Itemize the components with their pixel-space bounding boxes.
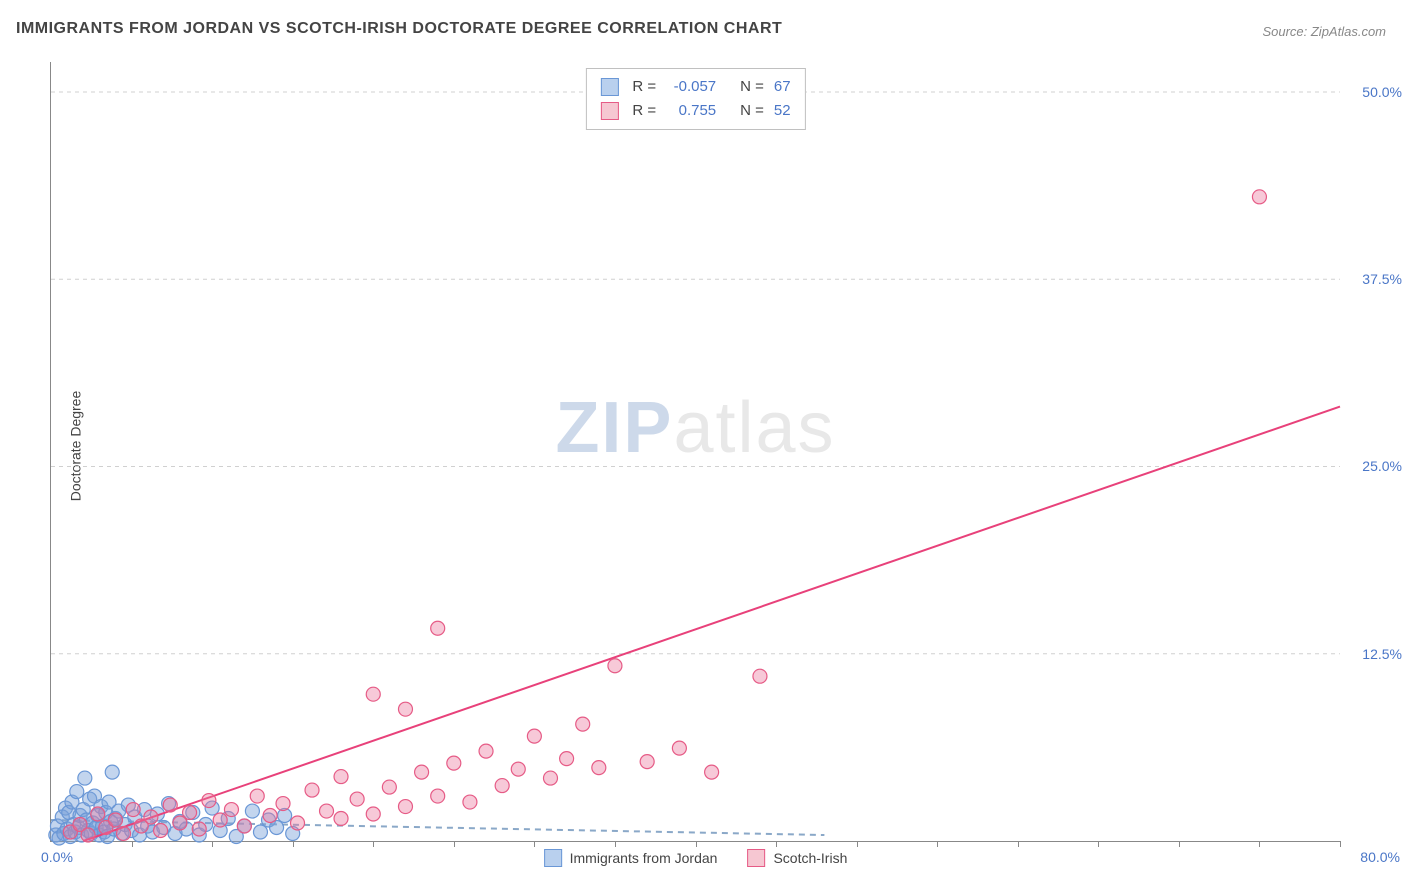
data-point: [495, 779, 509, 793]
data-point: [117, 827, 131, 841]
legend: Immigrants from Jordan Scotch-Irish: [544, 849, 848, 867]
x-tick: [1340, 841, 1341, 847]
data-point: [350, 792, 364, 806]
legend-swatch: [544, 849, 562, 867]
data-point: [334, 770, 348, 784]
legend-item: Scotch-Irish: [747, 849, 847, 867]
data-point: [126, 803, 140, 817]
data-point: [202, 794, 216, 808]
data-point: [105, 765, 119, 779]
data-point: [382, 780, 396, 794]
x-tick: [454, 841, 455, 847]
data-point: [108, 813, 122, 827]
x-tick: [534, 841, 535, 847]
data-point: [81, 828, 95, 842]
y-tick-label: 50.0%: [1362, 84, 1402, 100]
data-point: [431, 621, 445, 635]
data-point: [237, 819, 251, 833]
stats-r-label: R =: [632, 99, 656, 123]
data-point: [366, 807, 380, 821]
x-tick: [776, 841, 777, 847]
x-tick: [1018, 841, 1019, 847]
data-point: [250, 789, 264, 803]
source-label: Source: ZipAtlas.com: [1262, 24, 1386, 39]
data-point: [560, 752, 574, 766]
legend-label: Immigrants from Jordan: [570, 850, 718, 866]
stats-n-value: 67: [774, 75, 791, 99]
y-tick-label: 12.5%: [1362, 646, 1402, 662]
data-point: [305, 783, 319, 797]
x-tick: [937, 841, 938, 847]
data-point: [415, 765, 429, 779]
stats-r-value: -0.057: [666, 75, 716, 99]
data-point: [263, 809, 277, 823]
plot-area: ZIPatlas R =-0.057N =67R =0.755N =52 0.0…: [50, 62, 1340, 842]
data-point: [576, 717, 590, 731]
stats-swatch: [600, 78, 618, 96]
data-point: [1252, 190, 1266, 204]
data-point: [154, 824, 168, 838]
x-tick: [132, 841, 133, 847]
stats-box: R = -0.057 N = 67 R = 0.755 N = 52: [585, 68, 805, 130]
stats-n-label: N =: [740, 99, 764, 123]
y-tick-label: 37.5%: [1362, 271, 1402, 287]
x-tick: [293, 841, 294, 847]
stats-row: R = 0.755 N = 52: [600, 99, 790, 123]
data-point: [224, 803, 238, 817]
data-point: [527, 729, 541, 743]
x-origin-label: 0.0%: [41, 849, 73, 865]
data-point: [592, 761, 606, 775]
data-point: [640, 755, 654, 769]
data-point: [398, 800, 412, 814]
stats-r-value: 0.755: [666, 99, 716, 123]
x-tick: [1179, 841, 1180, 847]
x-tick: [373, 841, 374, 847]
data-point: [398, 702, 412, 716]
data-point: [447, 756, 461, 770]
x-tick: [615, 841, 616, 847]
chart-svg: [51, 62, 1340, 841]
stats-n-value: 52: [774, 99, 791, 123]
x-tick: [212, 841, 213, 847]
data-point: [144, 810, 158, 824]
data-point: [366, 687, 380, 701]
x-tick: [857, 841, 858, 847]
data-point: [543, 771, 557, 785]
chart-title: IMMIGRANTS FROM JORDAN VS SCOTCH-IRISH D…: [16, 20, 782, 38]
data-point: [479, 744, 493, 758]
data-point: [91, 807, 105, 821]
data-point: [705, 765, 719, 779]
data-point: [163, 798, 177, 812]
stats-r-label: R =: [632, 75, 656, 99]
x-tick: [1259, 841, 1260, 847]
data-point: [183, 806, 197, 820]
data-point: [213, 813, 227, 827]
legend-swatch: [747, 849, 765, 867]
stats-n-label: N =: [740, 75, 764, 99]
legend-label: Scotch-Irish: [773, 850, 847, 866]
data-point: [276, 797, 290, 811]
data-point: [192, 822, 206, 836]
data-point: [753, 669, 767, 683]
data-point: [431, 789, 445, 803]
data-point: [608, 659, 622, 673]
legend-item: Immigrants from Jordan: [544, 849, 718, 867]
stats-swatch: [600, 102, 618, 120]
data-point: [253, 825, 267, 839]
data-point: [672, 741, 686, 755]
x-max-label: 80.0%: [1360, 849, 1400, 865]
data-point: [463, 795, 477, 809]
x-tick: [1098, 841, 1099, 847]
data-point: [291, 816, 305, 830]
data-point: [78, 771, 92, 785]
data-point: [245, 804, 259, 818]
data-point: [511, 762, 525, 776]
stats-row: R = -0.057 N = 67: [600, 75, 790, 99]
data-point: [70, 785, 84, 799]
y-tick-label: 25.0%: [1362, 458, 1402, 474]
data-point: [334, 812, 348, 826]
data-point: [320, 804, 334, 818]
x-tick: [696, 841, 697, 847]
